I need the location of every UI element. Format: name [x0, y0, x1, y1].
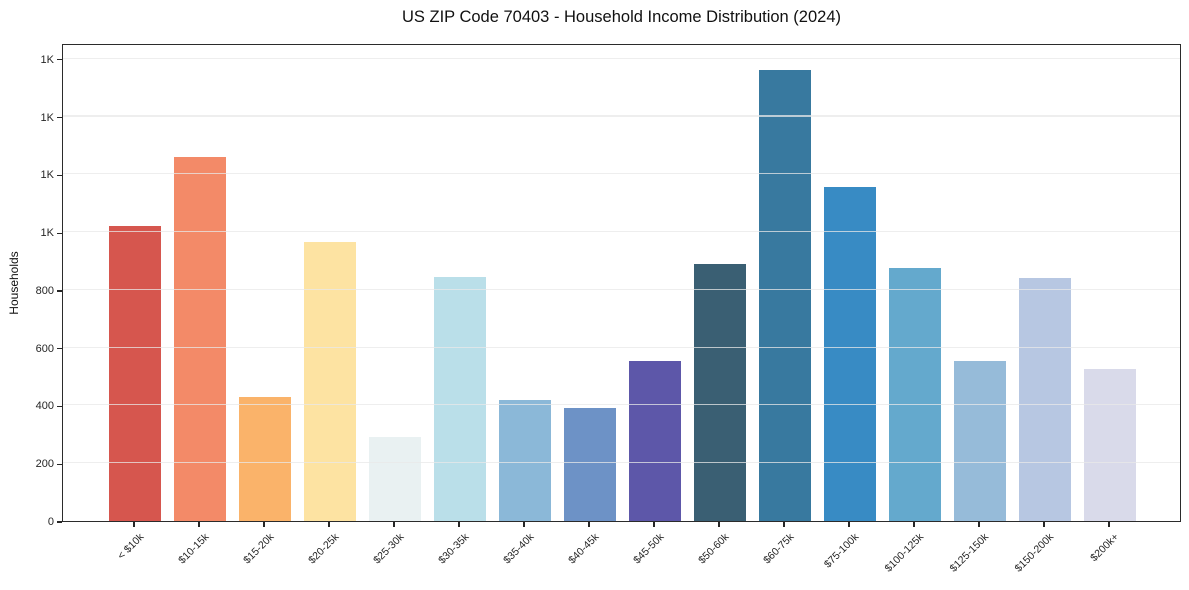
x-tick-mark: [133, 522, 135, 527]
y-tick-mark: [57, 117, 62, 119]
x-tick-label: $125-150k: [947, 531, 992, 575]
x-tick-label: $25-30k: [371, 531, 407, 567]
bar-$35-40k: [499, 399, 551, 521]
bar-$40-45k: [564, 408, 616, 521]
x-tick-label: $15-20k: [241, 531, 277, 567]
y-tick-label: 1K: [40, 53, 54, 66]
y-tick-mark: [57, 290, 62, 292]
bar-$60-75k: [759, 70, 811, 521]
x-tick-mark: [848, 522, 850, 527]
y-axis-label: Households: [7, 251, 21, 315]
plot-area: [62, 44, 1181, 522]
x-tick-label: $50-60k: [696, 531, 732, 567]
y-tick-mark: [57, 174, 62, 176]
chart-title: US ZIP Code 70403 - Household Income Dis…: [401, 8, 841, 26]
bar-$200k+: [1084, 369, 1136, 521]
x-tick-mark: [393, 522, 395, 527]
bar-$30-35k: [434, 276, 486, 521]
x-tick-label: $10-15k: [176, 531, 212, 567]
x-tick-mark: [458, 522, 460, 527]
y-tick-mark: [57, 59, 62, 61]
bar-$50-60k: [694, 263, 746, 521]
x-tick-mark: [523, 522, 525, 527]
x-tick-mark: [978, 522, 980, 527]
bar-$25-30k: [369, 437, 421, 521]
x-tick-mark: [198, 522, 200, 527]
x-tick-mark: [718, 522, 720, 527]
x-tick-mark: [1043, 522, 1045, 527]
y-tick-label: 200: [35, 458, 54, 471]
bar-< $10k: [109, 226, 161, 521]
y-tick-label: 400: [35, 400, 54, 413]
bar-$10-15k: [174, 157, 226, 521]
bar-$150-200k: [1019, 278, 1071, 521]
bar-$75-100k: [824, 187, 876, 521]
gridline-200: [63, 462, 1180, 464]
y-tick-mark: [57, 232, 62, 234]
y-tick-label: 1K: [40, 227, 54, 240]
x-tick-mark: [263, 522, 265, 527]
y-tick-mark: [57, 405, 62, 408]
x-tick-mark: [783, 522, 785, 527]
bar-$125-150k: [954, 360, 1006, 521]
x-tick-label: $75-100k: [822, 531, 862, 571]
y-tick-mark: [57, 348, 62, 350]
bar-$100-125k: [889, 268, 941, 521]
x-tick-mark: [1108, 522, 1110, 527]
x-tick-label: $100-125k: [882, 531, 927, 575]
x-tick-label: $30-35k: [436, 531, 472, 567]
y-tick-label: 0: [47, 516, 54, 528]
gridline-400: [63, 404, 1180, 406]
x-tick-mark: [913, 522, 915, 527]
y-tick-mark: [57, 463, 62, 465]
x-tick-label: $150-200k: [1012, 531, 1057, 575]
x-tick-label: $45-50k: [631, 531, 667, 567]
bar-$45-50k: [629, 360, 681, 521]
bar-$15-20k: [239, 396, 291, 521]
gridline-600: [63, 346, 1180, 348]
y-tick-label: 600: [35, 342, 54, 355]
x-tick-label: $35-40k: [501, 531, 537, 567]
y-tick-label: 1K: [40, 169, 54, 182]
x-tick-mark: [588, 522, 590, 527]
gridline-1200: [63, 173, 1180, 175]
x-tick-label: $20-25k: [306, 531, 342, 567]
gridline-1400: [63, 115, 1180, 117]
gridline-800: [63, 288, 1180, 290]
y-tick-label: 800: [35, 284, 54, 297]
bar-$20-25k: [304, 242, 356, 521]
x-tick-label: $60-75k: [761, 531, 797, 567]
y-tick-mark: [57, 521, 62, 523]
x-tick-label: < $10k: [115, 531, 147, 562]
gridline-1600: [63, 57, 1180, 59]
x-tick-mark: [328, 522, 330, 527]
gridline-1000: [63, 231, 1180, 233]
y-tick-label: 1K: [40, 111, 54, 124]
x-tick-label: $200k+: [1088, 531, 1122, 565]
x-tick-label: $40-45k: [566, 531, 602, 567]
x-tick-mark: [653, 522, 655, 527]
